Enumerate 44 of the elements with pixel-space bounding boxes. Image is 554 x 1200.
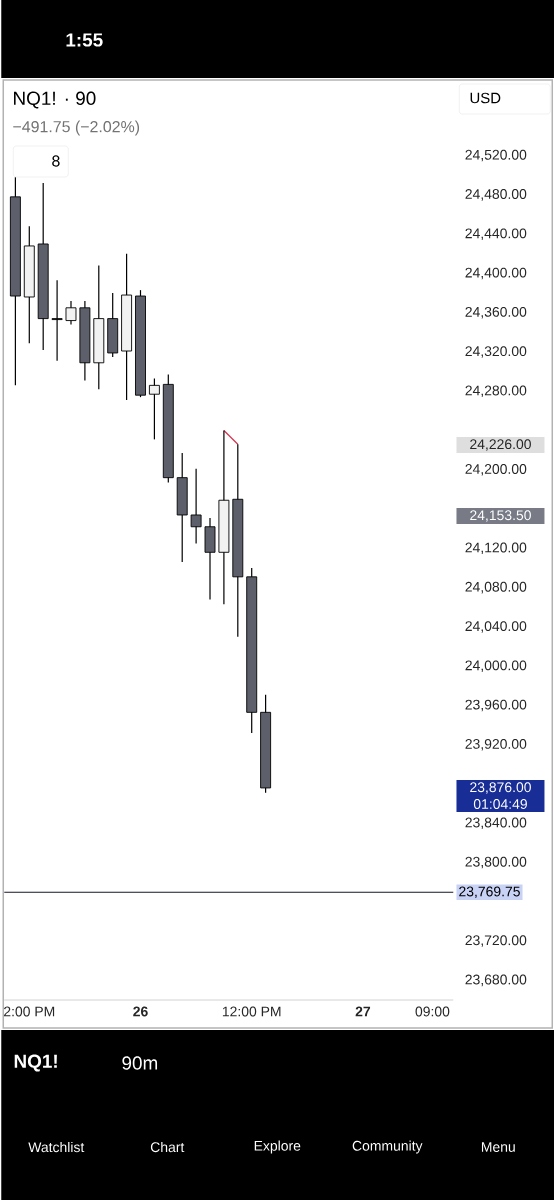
x-tick-label: 26 [133, 1006, 148, 1017]
text: −491.75 (−2.02%) [13, 120, 139, 136]
y-tick-label: 23,800.00 [465, 856, 527, 869]
candlestick [65, 300, 77, 326]
y-tick-label: 24,480.00 [465, 189, 527, 201]
x-tick-label: 2:00 PM [3, 1006, 54, 1017]
text: 90m [122, 1056, 157, 1070]
text: 01:04:49 [473, 799, 527, 809]
text: Community [352, 1140, 423, 1154]
annotation: 8 [52, 155, 60, 167]
y-tick-label: 23,920.00 [465, 738, 527, 751]
text: NQ1! [14, 1054, 57, 1072]
text: 1:55 [66, 33, 103, 47]
y-tick-label: 24,040.00 [465, 621, 527, 633]
y-tick-label: 24,520.00 [465, 149, 527, 162]
y-tick-label: 24,280.00 [465, 385, 527, 398]
y-tick-label: 23,840.00 [465, 817, 527, 830]
y-tick-label: 24,400.00 [465, 267, 527, 280]
text: 24,153.50 [470, 510, 531, 522]
candlestick [148, 377, 160, 440]
y-tick-label: 24,200.00 [465, 464, 527, 476]
x-tick-label: 12:00 PM [222, 1006, 281, 1017]
ref-line-label: 23,769.75 [459, 886, 520, 899]
candlestick [190, 468, 202, 545]
text: USD [470, 92, 501, 104]
text: 23,876.00 [470, 782, 531, 794]
y-tick-label: 24,080.00 [465, 581, 527, 594]
y-tick-label: 24,360.00 [465, 306, 527, 319]
text: Explore [254, 1140, 301, 1154]
text: Watchlist [28, 1141, 85, 1153]
y-tick-label: 24,320.00 [465, 346, 527, 358]
y-tick-label: 23,960.00 [465, 699, 527, 712]
y-tick-label: 24,120.00 [465, 542, 527, 555]
candlestick [51, 279, 63, 362]
y-tick-label: 24,000.00 [465, 660, 527, 672]
x-tick-label: 27 [355, 1006, 370, 1017]
text: NQ1! · 90 [13, 91, 96, 109]
text: Menu [481, 1142, 515, 1152]
text: Chart [150, 1141, 185, 1153]
y-tick-label: 24,440.00 [465, 228, 527, 240]
y-tick-label: 23,680.00 [465, 974, 527, 987]
text: 24,226.00 [470, 439, 531, 451]
x-tick-label: 09:00 [415, 1006, 450, 1017]
y-tick-label: 23,720.00 [465, 935, 527, 947]
